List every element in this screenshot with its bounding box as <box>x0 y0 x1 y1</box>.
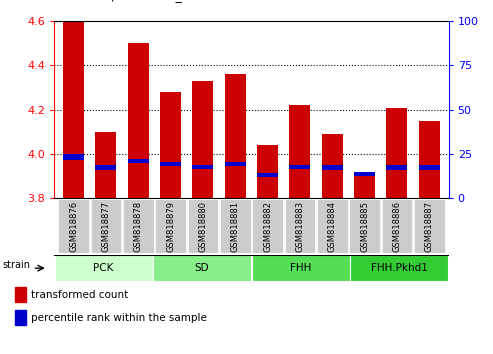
Bar <box>128 159 149 163</box>
Text: GSM818879: GSM818879 <box>166 201 175 252</box>
FancyBboxPatch shape <box>284 199 316 252</box>
FancyBboxPatch shape <box>382 199 412 252</box>
FancyBboxPatch shape <box>220 199 250 252</box>
Bar <box>387 165 407 170</box>
Bar <box>160 92 181 198</box>
Bar <box>419 121 440 198</box>
Bar <box>419 165 440 170</box>
Bar <box>225 74 246 198</box>
FancyBboxPatch shape <box>123 199 154 252</box>
Bar <box>387 108 407 198</box>
FancyBboxPatch shape <box>58 199 89 252</box>
Text: FHH.Pkhd1: FHH.Pkhd1 <box>371 263 428 273</box>
Bar <box>63 21 84 198</box>
Bar <box>289 165 311 169</box>
Text: GSM818876: GSM818876 <box>69 201 78 252</box>
Text: PCK: PCK <box>93 263 114 273</box>
Bar <box>322 165 343 170</box>
Bar <box>160 161 181 166</box>
FancyBboxPatch shape <box>91 199 121 252</box>
Text: strain: strain <box>3 260 31 270</box>
FancyBboxPatch shape <box>349 199 380 252</box>
Text: GSM818881: GSM818881 <box>231 201 240 252</box>
Bar <box>257 145 278 198</box>
Bar <box>257 173 278 177</box>
Bar <box>322 134 343 198</box>
Text: GSM818877: GSM818877 <box>102 201 110 252</box>
FancyBboxPatch shape <box>252 256 350 281</box>
Bar <box>225 161 246 166</box>
Bar <box>192 81 213 198</box>
Text: GDS4492 / 1380103_at: GDS4492 / 1380103_at <box>49 0 195 2</box>
Bar <box>63 154 84 160</box>
Text: transformed count: transformed count <box>31 290 128 299</box>
Text: FHH: FHH <box>290 263 312 273</box>
Text: GSM818886: GSM818886 <box>392 201 401 252</box>
Text: SD: SD <box>195 263 210 273</box>
Bar <box>96 132 116 198</box>
Text: GSM818878: GSM818878 <box>134 201 143 252</box>
Bar <box>96 165 116 170</box>
Bar <box>289 105 311 198</box>
FancyBboxPatch shape <box>153 256 251 281</box>
Bar <box>192 165 213 169</box>
FancyBboxPatch shape <box>252 199 283 252</box>
FancyBboxPatch shape <box>414 199 445 252</box>
FancyBboxPatch shape <box>55 256 152 281</box>
Text: percentile rank within the sample: percentile rank within the sample <box>31 313 207 323</box>
Text: GSM818885: GSM818885 <box>360 201 369 252</box>
Text: GSM818887: GSM818887 <box>425 201 434 252</box>
Text: GSM818883: GSM818883 <box>295 201 304 252</box>
Text: GSM818884: GSM818884 <box>328 201 337 252</box>
Text: GSM818882: GSM818882 <box>263 201 272 252</box>
Bar <box>14 310 26 325</box>
FancyBboxPatch shape <box>351 256 448 281</box>
Bar <box>14 287 26 302</box>
FancyBboxPatch shape <box>317 199 348 252</box>
Bar <box>354 172 375 176</box>
FancyBboxPatch shape <box>187 199 218 252</box>
Bar <box>128 43 149 198</box>
FancyBboxPatch shape <box>155 199 186 252</box>
Text: GSM818880: GSM818880 <box>199 201 208 252</box>
Bar <box>354 174 375 198</box>
